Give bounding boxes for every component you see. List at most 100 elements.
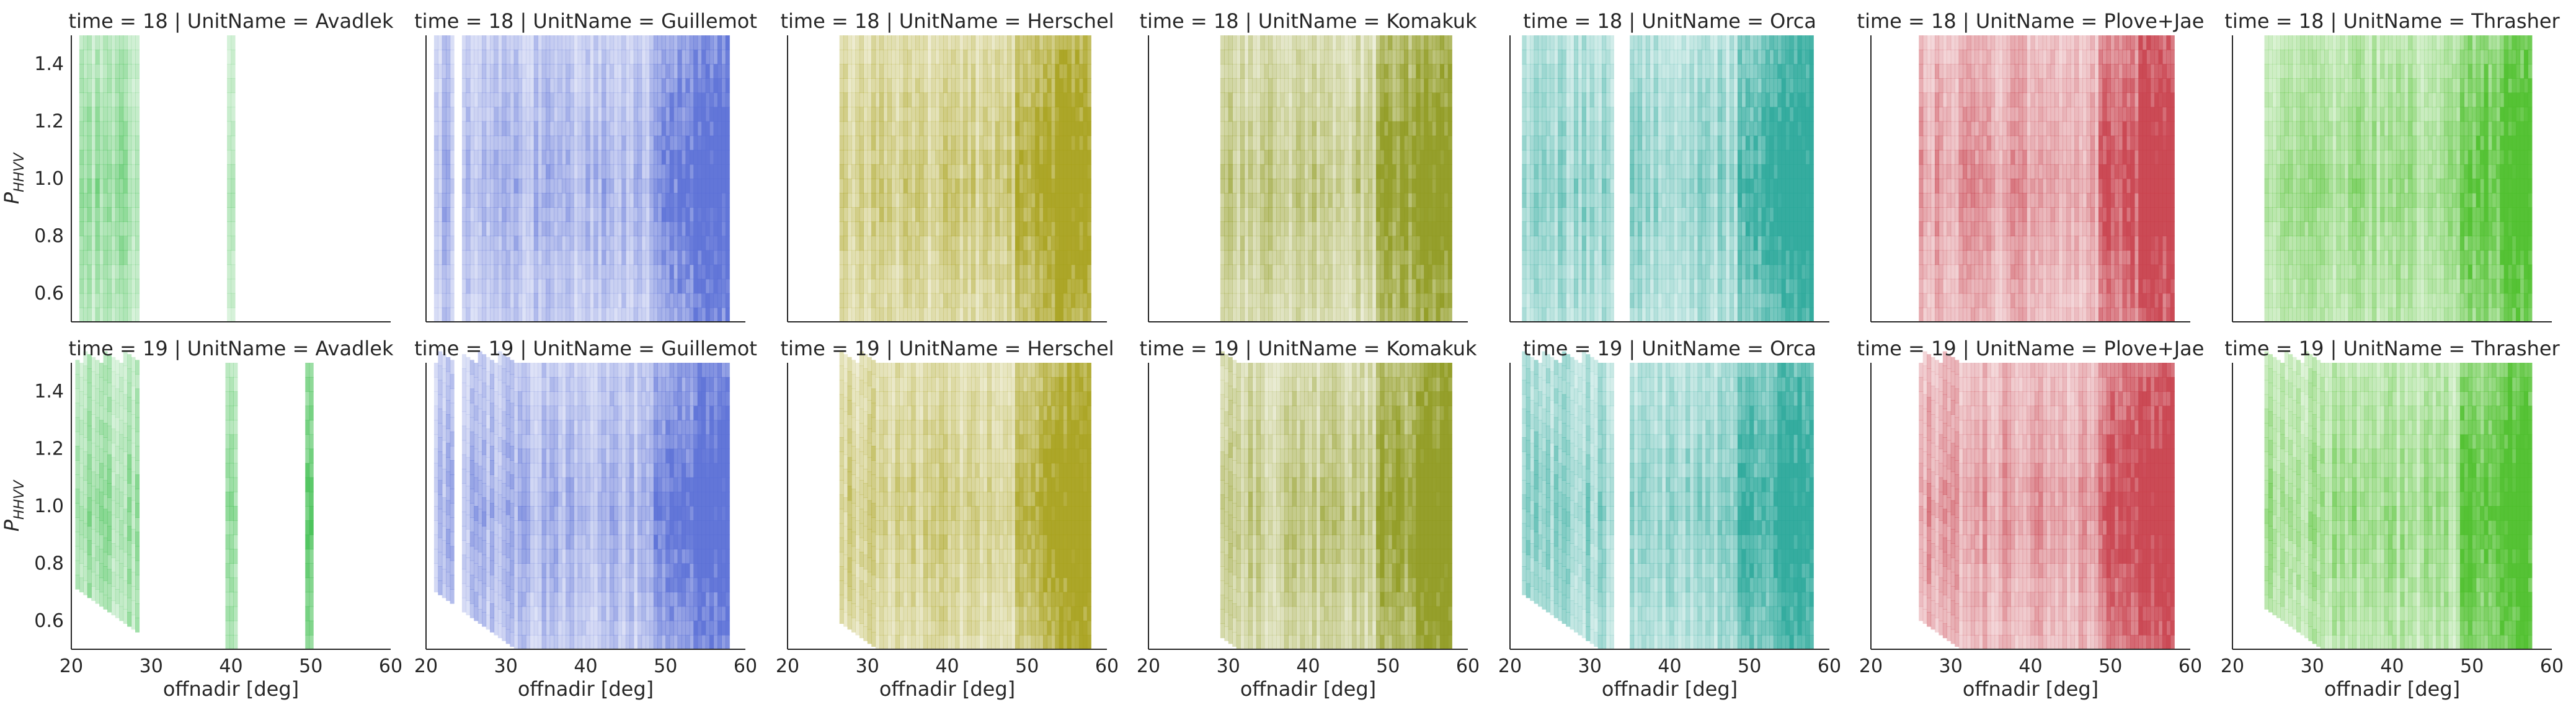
heatmap-cell — [875, 50, 880, 64]
heatmap-cell — [1027, 135, 1032, 151]
heatmap-cell — [123, 92, 128, 108]
heatmap-cell — [1424, 307, 1429, 322]
heatmap-cell — [855, 236, 860, 251]
heatmap-cell — [1392, 78, 1397, 93]
heatmap-cell — [1653, 107, 1658, 122]
heatmap-cell — [1316, 278, 1321, 294]
heatmap-cell — [1228, 50, 1233, 64]
heatmap-cell — [661, 264, 666, 280]
heatmap-cell — [991, 107, 996, 122]
heatmap-cell — [1436, 293, 1441, 308]
heatmap-cell — [899, 135, 904, 151]
heatmap-cell — [1272, 278, 1277, 294]
heatmap-cell — [879, 64, 884, 79]
heatmap-cell — [486, 264, 491, 280]
heatmap-cell — [1276, 78, 1281, 93]
heatmap-cell — [1336, 221, 1341, 236]
heatmap-cell — [927, 278, 932, 294]
heatmap-cell — [1597, 264, 1602, 280]
heatmap-cell — [1352, 236, 1357, 251]
heatmap-cell — [867, 35, 872, 50]
heatmap-cell — [999, 78, 1004, 93]
heatmap-cell — [987, 236, 992, 251]
heatmap-cell — [1083, 135, 1088, 151]
heatmap-cell — [486, 149, 491, 165]
heatmap-cell — [518, 50, 523, 64]
heatmap-cell — [461, 293, 466, 308]
heatmap-cell — [955, 35, 960, 50]
heatmap-cell — [983, 278, 988, 294]
heatmap-cell — [1236, 179, 1241, 193]
heatmap-cell — [701, 293, 706, 308]
heatmap-cell — [1404, 50, 1409, 64]
heatmap-cell — [554, 250, 559, 265]
heatmap-cell — [1388, 35, 1393, 50]
heatmap-cell — [1050, 236, 1055, 251]
heatmap-cell — [1542, 307, 1547, 322]
heatmap-cell — [1526, 92, 1530, 108]
heatmap-cell — [1224, 135, 1229, 151]
heatmap-cell — [863, 250, 868, 265]
heatmap-cell — [1609, 107, 1614, 122]
heatmap-cell — [1027, 250, 1032, 265]
heatmap-cell — [1574, 149, 1579, 165]
heatmap-cell — [582, 50, 587, 64]
heatmap-cell — [469, 78, 474, 93]
heatmap-cell — [1586, 207, 1591, 222]
heatmap-cell — [569, 107, 574, 122]
heatmap-cell — [1574, 293, 1579, 308]
heatmap-cell — [135, 107, 140, 122]
heatmap-cell — [943, 264, 948, 280]
heatmap-cell — [915, 307, 920, 322]
heatmap-cell — [1086, 193, 1091, 208]
heatmap-cell — [1328, 35, 1333, 50]
heatmap-cell — [561, 164, 566, 179]
heatmap-cell — [963, 64, 968, 79]
heatmap-cell — [959, 35, 964, 50]
heatmap-cell — [574, 250, 579, 265]
heatmap-cell — [1570, 179, 1574, 193]
heatmap-cell — [569, 92, 574, 108]
heatmap-cell — [1312, 207, 1317, 222]
heatmap-cell — [538, 121, 543, 136]
heatmap-cell — [685, 164, 690, 179]
heatmap-cell — [1328, 250, 1333, 265]
heatmap-cell — [979, 264, 984, 280]
heatmap-cell — [1428, 164, 1432, 179]
heatmap-cell — [1606, 135, 1610, 151]
heatmap-cell — [582, 107, 587, 122]
heatmap-cell — [875, 207, 880, 222]
heatmap-cell — [533, 264, 538, 280]
heatmap-cell — [677, 164, 682, 179]
heatmap-cell — [931, 107, 936, 122]
heatmap-cell — [855, 264, 860, 280]
heatmap-cell — [111, 250, 116, 265]
heatmap-cell — [871, 92, 876, 108]
heatmap-cell — [533, 307, 538, 322]
heatmap-cell — [955, 121, 960, 136]
heatmap-cell — [613, 164, 618, 179]
heatmap-cell — [1043, 264, 1048, 280]
heatmap-cell — [83, 221, 88, 236]
heatmap-cell — [1388, 221, 1393, 236]
heatmap-cell — [1558, 64, 1563, 79]
heatmap-cell — [525, 107, 530, 122]
heatmap-cell — [1063, 236, 1068, 251]
heatmap-cell — [1630, 207, 1635, 222]
heatmap-cell — [1589, 193, 1594, 208]
heatmap-cell — [1248, 164, 1253, 179]
heatmap-cell — [566, 221, 571, 236]
heatmap-cell — [1561, 179, 1566, 193]
heatmap-cell — [557, 278, 562, 294]
heatmap-cell — [474, 50, 479, 64]
heatmap-cell — [1300, 264, 1305, 280]
heatmap-cell — [1280, 78, 1285, 93]
heatmap-cell — [554, 207, 559, 222]
heatmap-cell — [613, 92, 618, 108]
heatmap-cell — [689, 236, 694, 251]
heatmap-cell — [95, 207, 100, 222]
heatmap-cell — [863, 293, 868, 308]
heatmap-cell — [1383, 207, 1388, 222]
heatmap-cell — [1677, 278, 1682, 294]
heatmap-cell — [975, 293, 980, 308]
